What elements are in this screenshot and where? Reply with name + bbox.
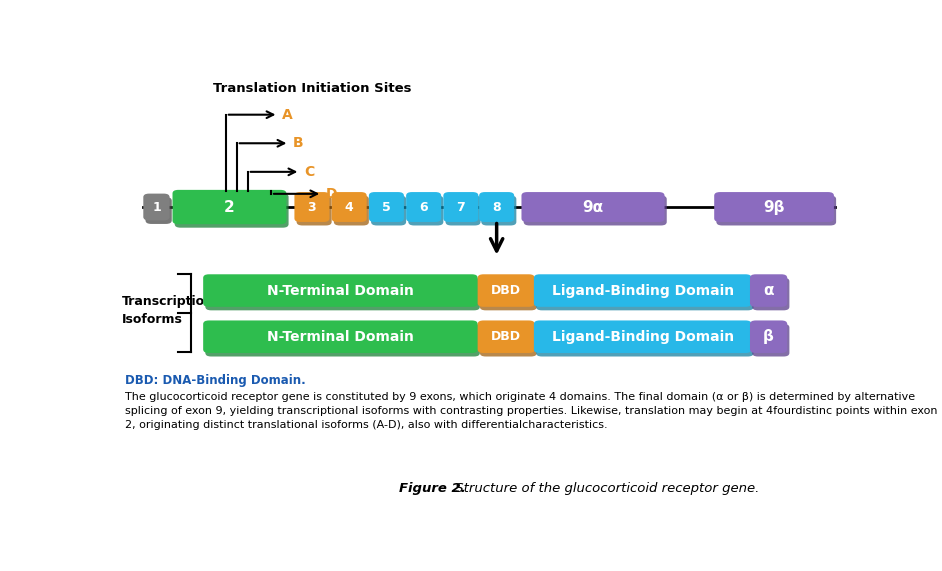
Text: DBD: DNA-Binding Domain.: DBD: DNA-Binding Domain.: [125, 374, 306, 387]
Text: 8: 8: [493, 200, 501, 214]
FancyBboxPatch shape: [174, 194, 288, 228]
Text: A: A: [282, 108, 293, 122]
FancyBboxPatch shape: [479, 324, 537, 356]
FancyBboxPatch shape: [478, 320, 535, 353]
Text: Structure of the glucocorticoid receptor gene.: Structure of the glucocorticoid receptor…: [451, 482, 760, 495]
FancyBboxPatch shape: [478, 274, 535, 307]
Text: DBD: DBD: [491, 330, 521, 343]
FancyBboxPatch shape: [522, 192, 664, 222]
Text: N-Terminal Domain: N-Terminal Domain: [267, 329, 414, 344]
FancyBboxPatch shape: [534, 274, 752, 307]
FancyBboxPatch shape: [408, 196, 444, 226]
FancyBboxPatch shape: [714, 192, 834, 222]
Text: Transcriptional: Transcriptional: [122, 295, 226, 308]
Text: β: β: [763, 329, 774, 344]
FancyBboxPatch shape: [524, 196, 667, 226]
FancyBboxPatch shape: [534, 320, 752, 353]
Text: Isoforms: Isoforms: [122, 313, 182, 325]
FancyBboxPatch shape: [750, 274, 788, 307]
Text: 7: 7: [457, 200, 465, 214]
FancyBboxPatch shape: [536, 278, 754, 311]
FancyBboxPatch shape: [203, 274, 478, 307]
Text: D: D: [326, 187, 337, 201]
Text: 9β: 9β: [763, 199, 785, 215]
Text: 6: 6: [419, 200, 428, 214]
FancyBboxPatch shape: [536, 324, 754, 356]
FancyBboxPatch shape: [406, 192, 441, 222]
Text: 5: 5: [382, 200, 391, 214]
Text: 2: 2: [224, 199, 235, 215]
Text: 3: 3: [308, 200, 317, 214]
Text: B: B: [293, 136, 303, 150]
FancyBboxPatch shape: [481, 196, 516, 226]
FancyBboxPatch shape: [752, 324, 789, 356]
FancyBboxPatch shape: [446, 196, 480, 226]
Text: DBD: DBD: [491, 284, 521, 297]
FancyBboxPatch shape: [717, 196, 836, 226]
FancyBboxPatch shape: [295, 192, 330, 222]
FancyBboxPatch shape: [752, 278, 789, 311]
FancyBboxPatch shape: [203, 320, 478, 353]
Text: 1: 1: [152, 200, 161, 214]
Text: 9α: 9α: [582, 199, 604, 215]
FancyBboxPatch shape: [145, 197, 171, 224]
FancyBboxPatch shape: [333, 196, 369, 226]
FancyBboxPatch shape: [172, 190, 286, 224]
Text: The glucocorticoid receptor gene is constituted by 9 exons, which originate 4 do: The glucocorticoid receptor gene is cons…: [125, 392, 937, 431]
Text: Translation Initiation Sites: Translation Initiation Sites: [213, 82, 411, 95]
FancyBboxPatch shape: [205, 278, 479, 311]
FancyBboxPatch shape: [371, 196, 406, 226]
FancyBboxPatch shape: [143, 194, 170, 220]
FancyBboxPatch shape: [297, 196, 332, 226]
FancyBboxPatch shape: [444, 192, 479, 222]
FancyBboxPatch shape: [479, 192, 514, 222]
FancyBboxPatch shape: [332, 192, 366, 222]
Text: C: C: [304, 165, 315, 179]
Text: 4: 4: [345, 200, 353, 214]
FancyBboxPatch shape: [205, 324, 479, 356]
FancyBboxPatch shape: [750, 320, 788, 353]
Text: Figure 2.: Figure 2.: [398, 482, 465, 495]
Text: Ligand-Binding Domain: Ligand-Binding Domain: [552, 329, 734, 344]
FancyBboxPatch shape: [369, 192, 404, 222]
FancyBboxPatch shape: [479, 278, 537, 311]
Text: N-Terminal Domain: N-Terminal Domain: [267, 284, 414, 297]
Text: Ligand-Binding Domain: Ligand-Binding Domain: [552, 284, 734, 297]
Text: α: α: [763, 283, 773, 298]
